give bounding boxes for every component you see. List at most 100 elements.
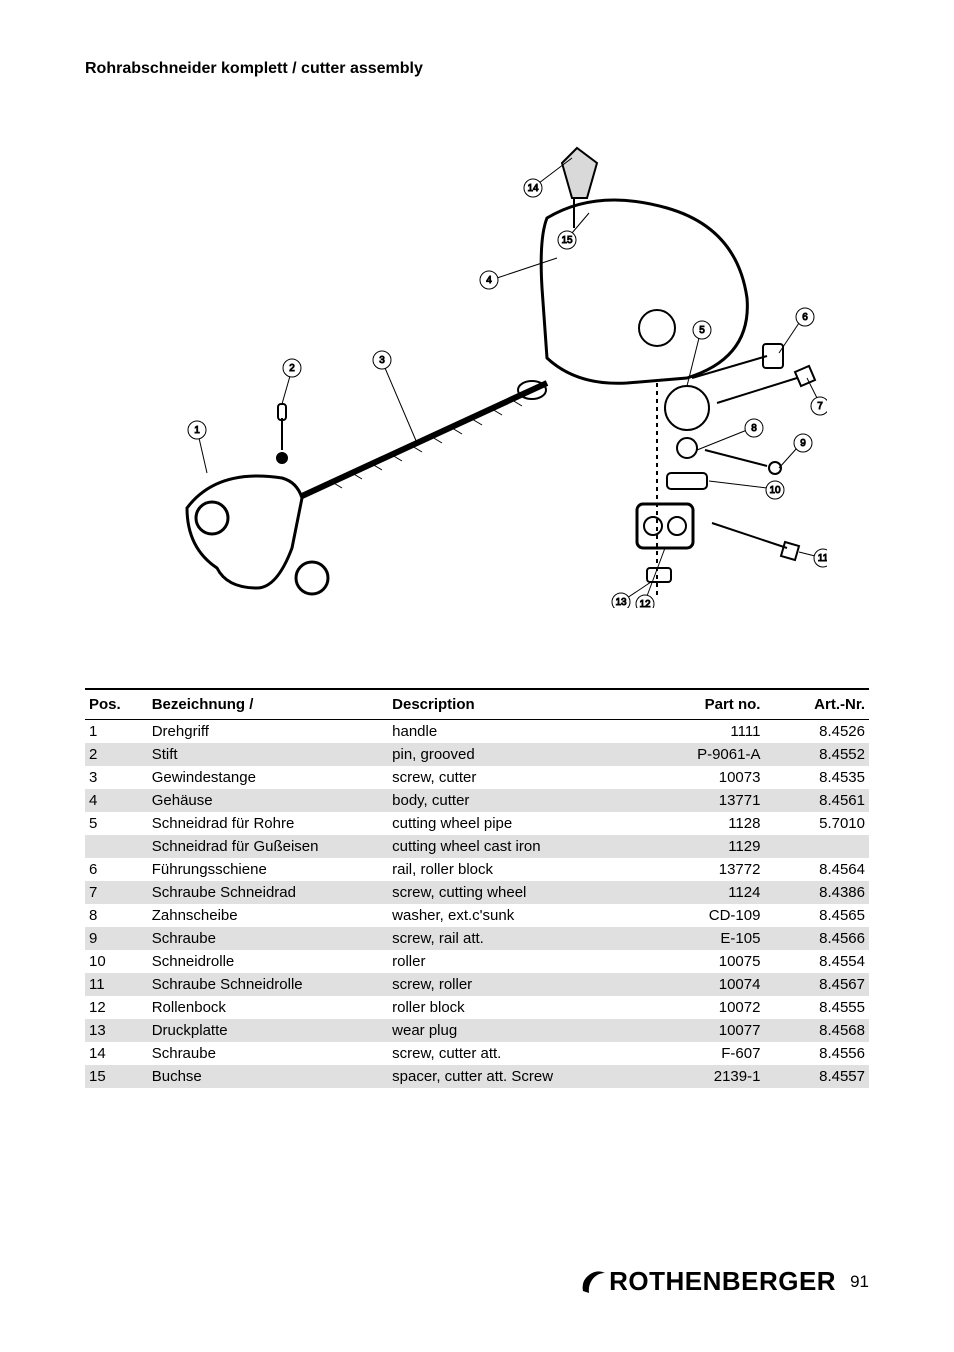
cell-pos: 1 (85, 720, 148, 744)
logo-text: ROTHENBERGER (609, 1266, 836, 1297)
cell-bez: Druckplatte (148, 1019, 388, 1042)
cell-desc: handle (388, 720, 649, 744)
cell-bez: Schraube Schneidrolle (148, 973, 388, 996)
cell-bez: Schneidrolle (148, 950, 388, 973)
cell-part: 1111 (649, 720, 764, 744)
cell-pos (85, 835, 148, 858)
cell-desc: washer, ext.c'sunk (388, 904, 649, 927)
cell-art: 8.4552 (764, 743, 869, 766)
cell-desc: roller block (388, 996, 649, 1019)
cell-art: 8.4555 (764, 996, 869, 1019)
table-row: 11Schraube Schneidrollescrew, roller1007… (85, 973, 869, 996)
section-title: Rohrabschneider komplett / cutter assemb… (85, 60, 869, 78)
page-number: 91 (850, 1272, 869, 1292)
cell-pos: 10 (85, 950, 148, 973)
table-header-row: Pos. Bezeichnung / Description Part no. … (85, 689, 869, 720)
svg-text:5: 5 (699, 325, 705, 336)
cell-pos: 6 (85, 858, 148, 881)
cell-desc: screw, roller (388, 973, 649, 996)
cell-pos: 9 (85, 927, 148, 950)
table-row: 5Schneidrad für Rohrecutting wheel pipe1… (85, 812, 869, 835)
cell-desc: cutting wheel cast iron (388, 835, 649, 858)
cell-part: 1124 (649, 881, 764, 904)
cell-art (764, 835, 869, 858)
table-row: 8Zahnscheibewasher, ext.c'sunkCD-1098.45… (85, 904, 869, 927)
cell-art: 8.4564 (764, 858, 869, 881)
cell-desc: wear plug (388, 1019, 649, 1042)
cell-pos: 15 (85, 1065, 148, 1088)
cell-pos: 11 (85, 973, 148, 996)
table-row: 3Gewindestangescrew, cutter100738.4535 (85, 766, 869, 789)
svg-text:11: 11 (818, 553, 827, 564)
cell-bez: Gewindestange (148, 766, 388, 789)
cell-art: 8.4557 (764, 1065, 869, 1088)
cell-desc: body, cutter (388, 789, 649, 812)
cell-bez: Schneidrad für Rohre (148, 812, 388, 835)
cell-part: 10072 (649, 996, 764, 1019)
cell-art: 8.4554 (764, 950, 869, 973)
table-row: 13Druckplattewear plug100778.4568 (85, 1019, 869, 1042)
cell-art: 8.4386 (764, 881, 869, 904)
svg-text:12: 12 (639, 599, 651, 608)
table-row: 9Schraubescrew, rail att.E-1058.4566 (85, 927, 869, 950)
cell-part: 1128 (649, 812, 764, 835)
exploded-view-svg: 1 2 3 4 5 6 7 8 9 10 11 12 13 14 15 (127, 128, 827, 608)
cell-part: 13771 (649, 789, 764, 812)
cell-part: 10077 (649, 1019, 764, 1042)
cell-pos: 2 (85, 743, 148, 766)
logo-swoosh-icon (579, 1269, 607, 1295)
table-row: 4Gehäusebody, cutter137718.4561 (85, 789, 869, 812)
cell-pos: 3 (85, 766, 148, 789)
page-footer: ROTHENBERGER 91 (579, 1266, 869, 1297)
cell-art: 8.4535 (764, 766, 869, 789)
cell-pos: 13 (85, 1019, 148, 1042)
cell-bez: Schraube Schneidrad (148, 881, 388, 904)
cell-bez: Schraube (148, 1042, 388, 1065)
cell-bez: Rollenbock (148, 996, 388, 1019)
cell-pos: 12 (85, 996, 148, 1019)
cell-pos: 14 (85, 1042, 148, 1065)
cell-art: 8.4568 (764, 1019, 869, 1042)
svg-text:14: 14 (527, 183, 539, 194)
cell-art: 8.4567 (764, 973, 869, 996)
brand-logo: ROTHENBERGER (579, 1266, 836, 1297)
cell-part: 13772 (649, 858, 764, 881)
cell-art: 5.7010 (764, 812, 869, 835)
table-row: 1Drehgriffhandle11118.4526 (85, 720, 869, 744)
table-row: 7Schraube Schneidradscrew, cutting wheel… (85, 881, 869, 904)
table-row: Schneidrad für Gußeisencutting wheel cas… (85, 835, 869, 858)
cell-pos: 4 (85, 789, 148, 812)
table-row: 15Buchsespacer, cutter att. Screw2139-18… (85, 1065, 869, 1088)
svg-text:7: 7 (817, 401, 823, 412)
col-bez: Bezeichnung / (148, 689, 388, 720)
cell-part: E-105 (649, 927, 764, 950)
cell-part: 10075 (649, 950, 764, 973)
cell-art: 8.4556 (764, 1042, 869, 1065)
cell-pos: 7 (85, 881, 148, 904)
col-desc: Description (388, 689, 649, 720)
cell-part: F-607 (649, 1042, 764, 1065)
cell-desc: roller (388, 950, 649, 973)
svg-text:10: 10 (769, 485, 781, 496)
svg-text:1: 1 (194, 425, 200, 436)
cell-part: 10073 (649, 766, 764, 789)
cell-desc: pin, grooved (388, 743, 649, 766)
cell-bez: Buchse (148, 1065, 388, 1088)
svg-text:13: 13 (615, 597, 627, 608)
cell-part: 2139-1 (649, 1065, 764, 1088)
cell-art: 8.4566 (764, 927, 869, 950)
cell-bez: Zahnscheibe (148, 904, 388, 927)
svg-text:15: 15 (561, 235, 573, 246)
table-row: 14Schraubescrew, cutter att.F-6078.4556 (85, 1042, 869, 1065)
svg-text:6: 6 (802, 312, 808, 323)
cell-desc: cutting wheel pipe (388, 812, 649, 835)
table-row: 10Schneidrolleroller100758.4554 (85, 950, 869, 973)
cell-art: 8.4526 (764, 720, 869, 744)
cell-desc: rail, roller block (388, 858, 649, 881)
cell-part: 10074 (649, 973, 764, 996)
cell-part: P-9061-A (649, 743, 764, 766)
svg-text:3: 3 (379, 355, 385, 366)
cell-part: 1129 (649, 835, 764, 858)
parts-table: Pos. Bezeichnung / Description Part no. … (85, 688, 869, 1088)
cell-desc: screw, rail att. (388, 927, 649, 950)
